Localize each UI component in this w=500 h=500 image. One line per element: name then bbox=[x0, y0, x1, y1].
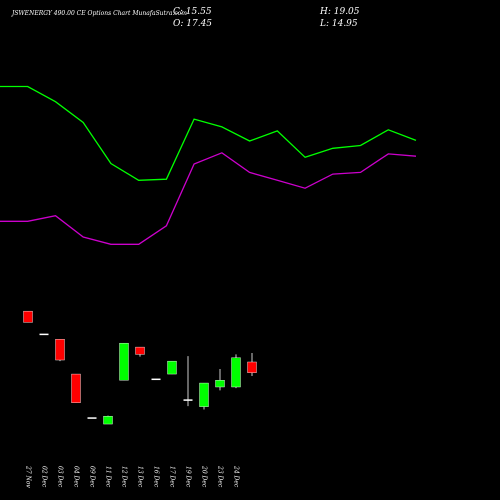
x-tick-label: 03 Dec bbox=[57, 466, 64, 488]
candle-body bbox=[39, 333, 49, 336]
candle-body bbox=[23, 310, 33, 323]
candle-body bbox=[151, 378, 161, 381]
candle-body bbox=[231, 357, 241, 388]
candle-2 bbox=[39, 333, 49, 336]
x-tick-label: 20 Dec bbox=[201, 465, 208, 488]
candle-13 bbox=[215, 369, 225, 391]
candle-body bbox=[199, 382, 209, 407]
candle-body bbox=[183, 399, 193, 401]
x-tick-label: 23 Dec bbox=[217, 465, 224, 488]
candle-body bbox=[103, 415, 113, 425]
candle-11 bbox=[183, 356, 193, 407]
candle-body bbox=[135, 346, 145, 355]
candle-10 bbox=[167, 360, 177, 375]
x-tick-label: 19 Dec bbox=[185, 466, 192, 488]
x-tick-label: 24 Dec bbox=[233, 465, 240, 488]
candle-4 bbox=[71, 373, 81, 403]
open-value: O: 17.45 bbox=[173, 19, 213, 29]
x-tick-label: 12 Dec bbox=[121, 466, 128, 488]
x-tick-label: 13 Dec bbox=[137, 466, 144, 488]
candle-body bbox=[215, 380, 225, 388]
x-tick-label: 17 Dec bbox=[169, 466, 176, 488]
candle-body bbox=[55, 339, 65, 361]
chart-title: JSWENERGY 490.00 CE Options Chart Munafa… bbox=[12, 10, 187, 17]
candle-15 bbox=[247, 353, 257, 377]
candle-body bbox=[119, 342, 129, 381]
low-value: L: 14.95 bbox=[320, 19, 358, 29]
x-tick-label: 02 Dec bbox=[41, 466, 48, 488]
x-tick-label: 09 Dec bbox=[89, 466, 96, 488]
candle-5 bbox=[87, 417, 97, 419]
candle-3 bbox=[55, 339, 65, 362]
candle-9 bbox=[151, 378, 161, 381]
high-value: H: 19.05 bbox=[320, 7, 360, 17]
x-tick-label: 04 Dec bbox=[73, 466, 80, 488]
candle-body bbox=[87, 417, 97, 419]
candle-1 bbox=[23, 310, 33, 323]
x-tick-label: 27 Nov bbox=[25, 465, 32, 488]
lower-band-line bbox=[0, 152, 417, 245]
candle-body bbox=[71, 373, 81, 403]
candle-8 bbox=[135, 346, 145, 357]
upper-band-line bbox=[0, 85, 417, 181]
close-value: C: 15.55 bbox=[173, 7, 212, 17]
candle-6 bbox=[103, 415, 113, 425]
x-tick-label: 16 Dec bbox=[153, 466, 160, 488]
x-tick-label: 11 Dec bbox=[105, 466, 112, 488]
candle-12 bbox=[199, 382, 209, 410]
candle-7 bbox=[119, 342, 129, 381]
candle-14 bbox=[231, 354, 241, 389]
candle-body bbox=[247, 361, 257, 373]
candle-body bbox=[167, 360, 177, 375]
